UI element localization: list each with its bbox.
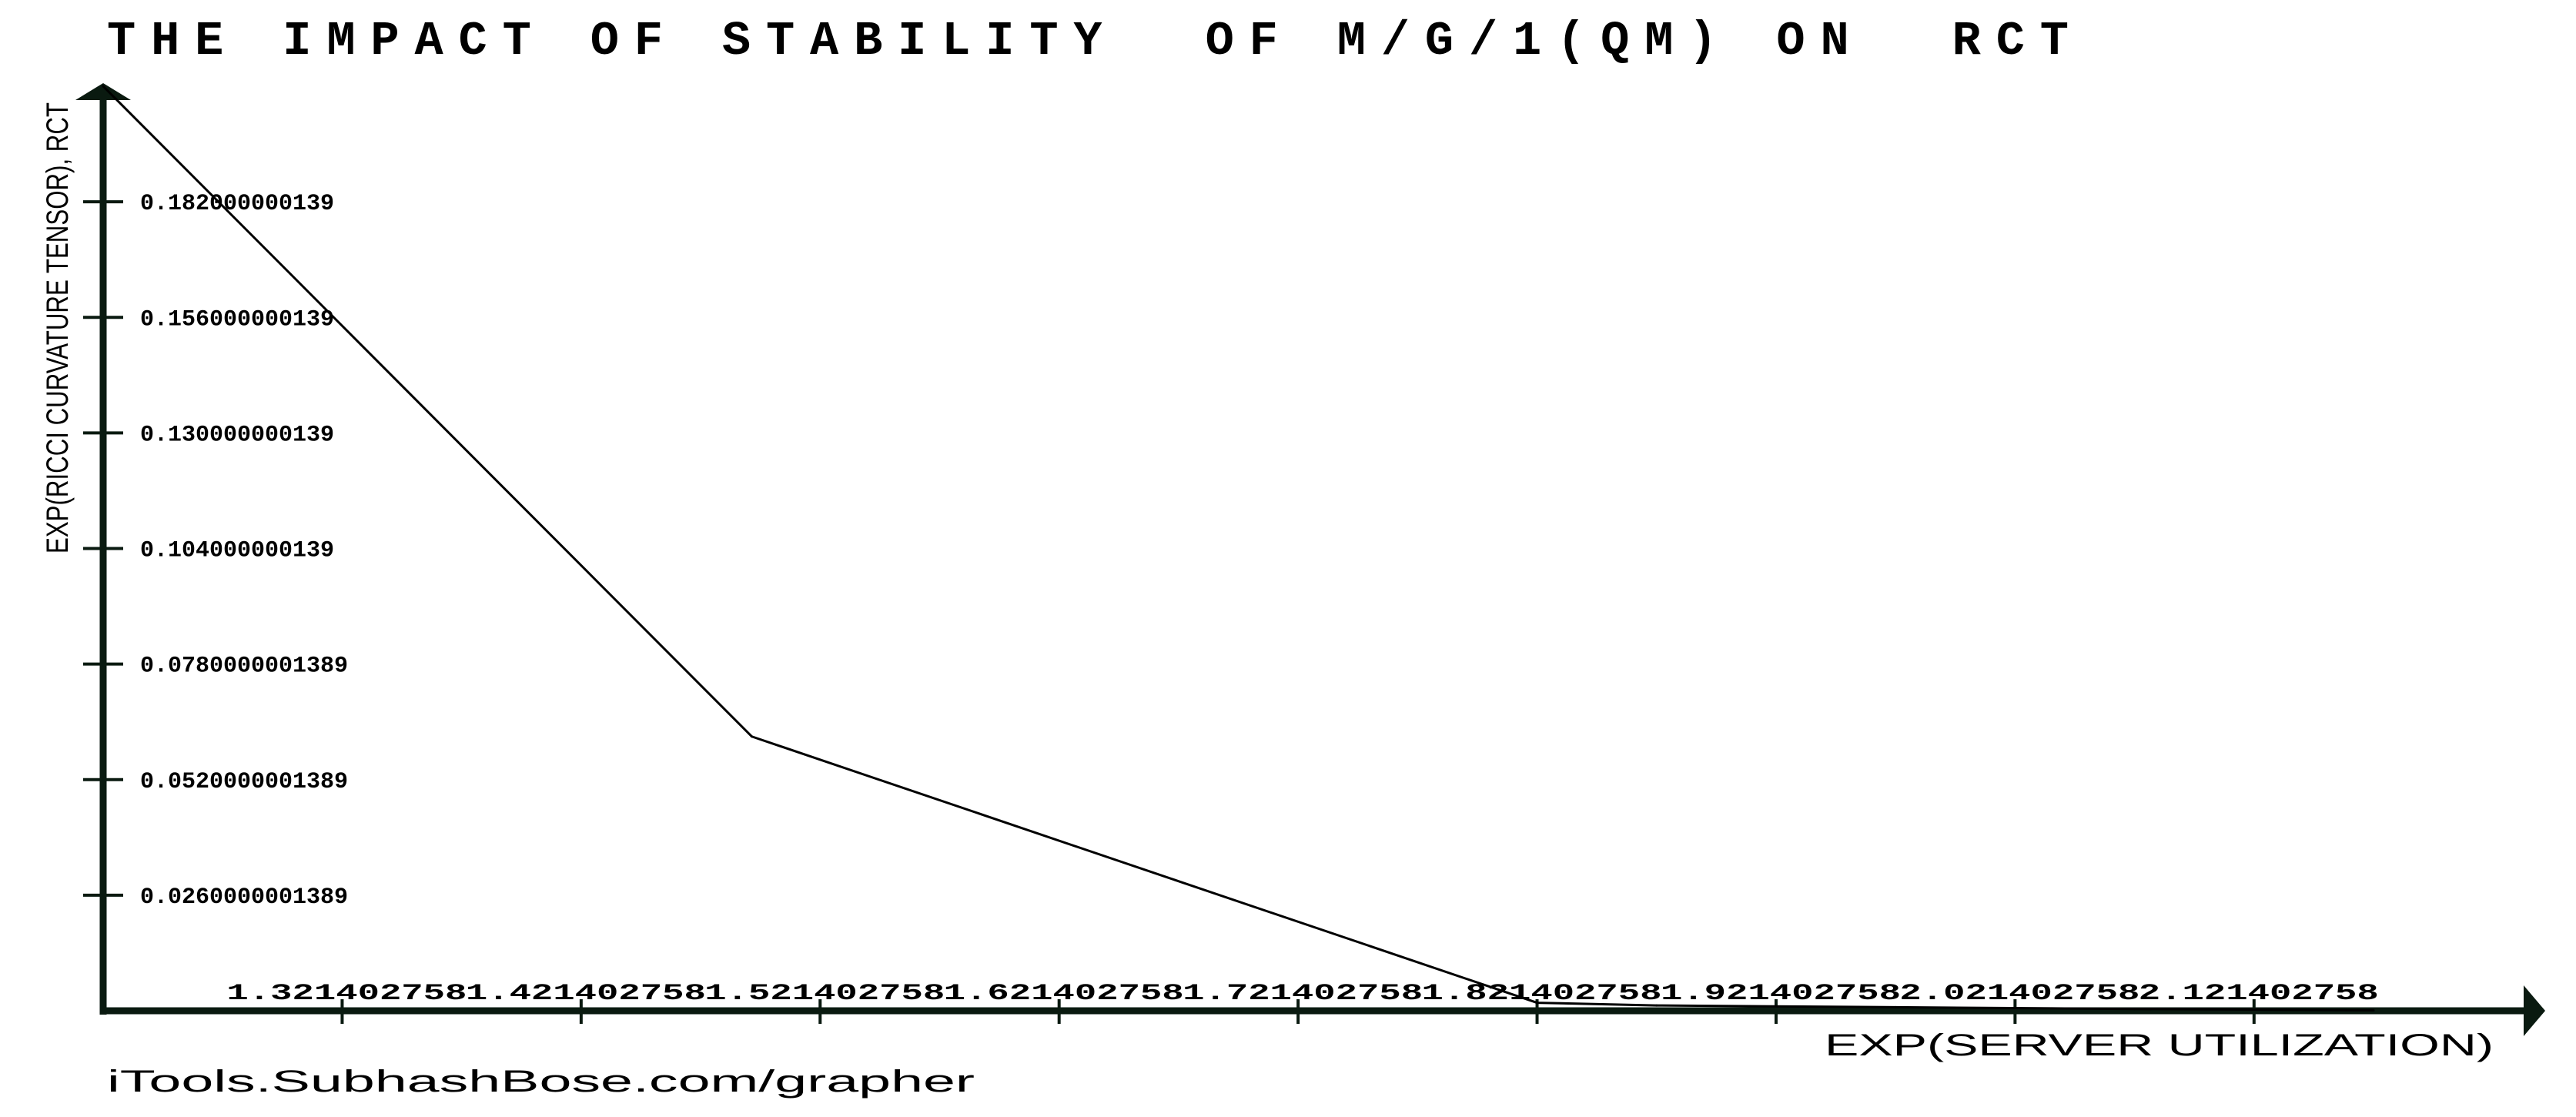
x-tick-label: 1.721402758 [1183, 981, 1423, 1007]
chart-title: THE IMPACT OF STABILITY OF M/G/1(QM) ON … [107, 14, 2069, 69]
x-axis-arrow [2524, 985, 2545, 1036]
data-point [1655, 1004, 1658, 1007]
data-point [1894, 1005, 1897, 1008]
y-axis-label: EXP(RICCI CURVATURE TENSOR), RCT [41, 102, 75, 553]
x-tick-label: 2.121402758 [2139, 981, 2379, 1007]
y-tick-label: 0.156000000139 [140, 306, 334, 333]
y-axis-arrow [75, 83, 131, 100]
axes [75, 83, 2545, 1036]
y-tick-label: 0.0520000001389 [140, 769, 348, 795]
x-tick-label: 1.421402758 [466, 981, 706, 1007]
x-tick-label: 1.621402758 [944, 981, 1184, 1007]
y-tick-label: 0.0260000001389 [140, 885, 348, 911]
y-tick-label: 0.0780000001389 [140, 654, 348, 680]
y-tick-label: 0.130000000139 [140, 422, 334, 448]
x-tick-label: 1.321402758 [226, 981, 467, 1007]
data-point [1536, 1002, 1539, 1005]
x-tick-label: 1.921402758 [1661, 981, 1901, 1007]
data-point [750, 735, 753, 738]
y-tick-label: 0.104000000139 [140, 538, 334, 564]
data-point [2133, 1008, 2136, 1011]
y-tick-label: 0.182000000139 [140, 191, 334, 217]
x-tick-label: 1.521402758 [704, 981, 945, 1007]
x-axis-label: EXP(SERVER UTILIZATION) [1825, 1028, 2494, 1062]
footer-credit: iTools.SubhashBose.com/grapher [107, 1065, 975, 1099]
x-tick-label: 2.021402758 [1899, 981, 2139, 1007]
series-line [102, 85, 2374, 1012]
data-point [2372, 1008, 2375, 1012]
data-point [102, 85, 105, 88]
